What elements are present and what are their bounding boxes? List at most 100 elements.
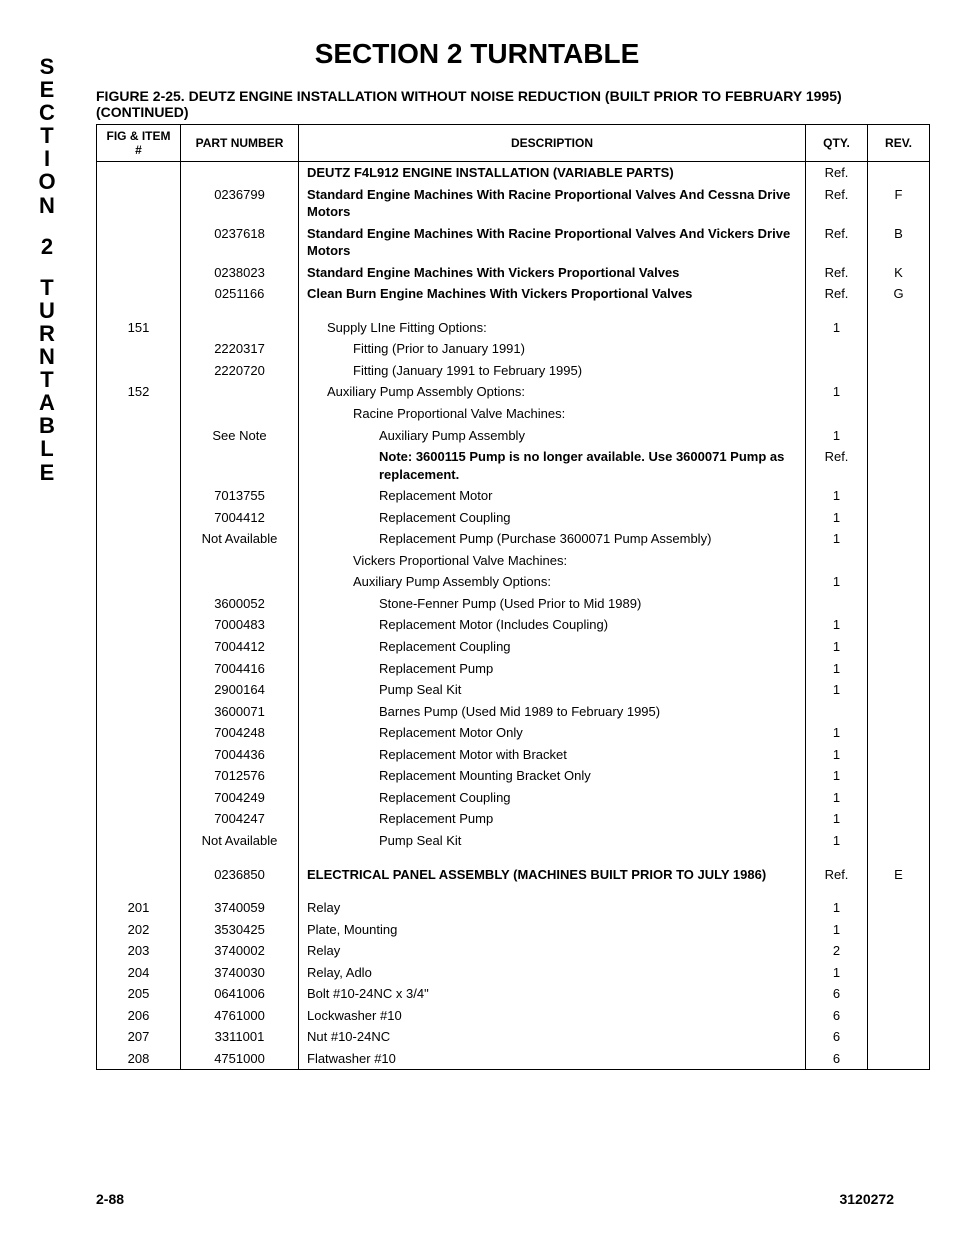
side-tab-char: T (35, 276, 59, 299)
table-row: 0236850ELECTRICAL PANEL ASSEMBLY (MACHIN… (97, 864, 930, 886)
table-row: 7004248Replacement Motor Only1 (97, 722, 930, 744)
footer-right: 3120272 (839, 1191, 894, 1207)
table-row: 7004247Replacement Pump1 (97, 808, 930, 830)
cell-text: Fitting (January 1991 to February 1995) (307, 362, 797, 380)
table-row: 7004416Replacement Pump1 (97, 658, 930, 680)
table-row: 7004436Replacement Motor with Bracket1 (97, 744, 930, 766)
table-row: 2084751000Flatwasher #106 (97, 1048, 930, 1070)
table-row: 0251166Clean Burn Engine Machines With V… (97, 283, 930, 305)
cell-text: Replacement Motor Only (307, 724, 797, 742)
cell-text: Replacement Coupling (307, 789, 797, 807)
cell-text: Plate, Mounting (307, 922, 397, 937)
table-row: Racine Proportional Valve Machines: (97, 403, 930, 425)
side-tab-char: L (35, 437, 59, 460)
cell-text: Standard Engine Machines With Racine Pro… (307, 187, 790, 220)
cell-text: Replacement Pump (Purchase 3600071 Pump … (307, 530, 797, 548)
cell-text: Replacement Motor (307, 487, 797, 505)
cell-text: Auxiliary Pump Assembly (307, 427, 797, 445)
table-row (97, 305, 930, 317)
cell-text: Auxiliary Pump Assembly Options: (307, 573, 797, 591)
side-tab-char (35, 258, 59, 276)
cell-text: Stone-Fenner Pump (Used Prior to Mid 198… (307, 595, 797, 613)
table-row: 3600071Barnes Pump (Used Mid 1989 to Feb… (97, 701, 930, 723)
side-tab-char: A (35, 391, 59, 414)
figure-title: FIGURE 2-25. DEUTZ ENGINE INSTALLATION W… (96, 88, 894, 120)
cell-text: Replacement Motor (Includes Coupling) (307, 616, 797, 634)
header-desc: DESCRIPTION (299, 125, 806, 162)
header-fig: FIG & ITEM # (97, 125, 181, 162)
side-tab-char: T (35, 368, 59, 391)
table-row: 7013755Replacement Motor1 (97, 485, 930, 507)
side-tab-char: T (35, 124, 59, 147)
cell-text: Fitting (Prior to January 1991) (307, 340, 797, 358)
side-tab-char: 2 (35, 235, 59, 258)
side-tab-char: U (35, 299, 59, 322)
cell-text: Replacement Pump (307, 660, 797, 678)
table-row: 2220317Fitting (Prior to January 1991) (97, 338, 930, 360)
table-header-row: FIG & ITEM # PART NUMBER DESCRIPTION QTY… (97, 125, 930, 162)
side-tab-char: N (35, 194, 59, 217)
table-row: Vickers Proportional Valve Machines: (97, 550, 930, 572)
cell-text: Lockwasher #10 (307, 1008, 402, 1023)
cell-text: DEUTZ F4L912 ENGINE INSTALLATION (VARIAB… (307, 165, 674, 180)
table-row: 152Auxiliary Pump Assembly Options:1 (97, 381, 930, 403)
cell-text: Vickers Proportional Valve Machines: (307, 552, 797, 570)
side-tab-char: I (35, 147, 59, 170)
cell-text: Barnes Pump (Used Mid 1989 to February 1… (307, 703, 797, 721)
side-tab: SECTION2TURNTABLE (35, 55, 59, 484)
footer-left: 2-88 (96, 1191, 124, 1207)
cell-text: Relay (307, 943, 340, 958)
cell-text: Bolt #10-24NC x 3/4" (307, 986, 429, 1001)
cell-text: ELECTRICAL PANEL ASSEMBLY (MACHINES BUIL… (307, 867, 766, 882)
side-tab-char: R (35, 322, 59, 345)
cell-text: Replacement Pump (307, 810, 797, 828)
cell-text: Replacement Coupling (307, 638, 797, 656)
table-row: 7004412Replacement Coupling1 (97, 507, 930, 529)
table-row: 2050641006Bolt #10-24NC x 3/4"6 (97, 983, 930, 1005)
table-row (97, 852, 930, 864)
cell-text: Relay, Adlo (307, 965, 372, 980)
cell-text: Replacement Mounting Bracket Only (307, 767, 797, 785)
table-row: 0237618Standard Engine Machines With Rac… (97, 223, 930, 262)
table-row: 0238023Standard Engine Machines With Vic… (97, 262, 930, 284)
cell-text: Auxiliary Pump Assembly Options: (307, 383, 797, 401)
table-row: DEUTZ F4L912 ENGINE INSTALLATION (VARIAB… (97, 162, 930, 184)
table-row (97, 885, 930, 897)
header-qty: QTY. (806, 125, 868, 162)
header-part: PART NUMBER (181, 125, 299, 162)
side-tab-char: E (35, 461, 59, 484)
cell-text: Replacement Motor with Bracket (307, 746, 797, 764)
side-tab-char: S (35, 55, 59, 78)
cell-text: Clean Burn Engine Machines With Vickers … (307, 286, 692, 301)
cell-text: Pump Seal Kit (307, 832, 797, 850)
table-row: See NoteAuxiliary Pump Assembly1 (97, 425, 930, 447)
cell-text: Supply LIne Fitting Options: (307, 319, 797, 337)
side-tab-char: C (35, 101, 59, 124)
side-tab-char: O (35, 170, 59, 193)
side-tab-char (35, 217, 59, 235)
table-body: DEUTZ F4L912 ENGINE INSTALLATION (VARIAB… (97, 162, 930, 1070)
table-row: Not AvailableReplacement Pump (Purchase … (97, 528, 930, 550)
table-row: 2033740002Relay2 (97, 940, 930, 962)
table-row: Note: 3600115 Pump is no longer availabl… (97, 446, 930, 485)
table-row: 2900164Pump Seal Kit1 (97, 679, 930, 701)
cell-text: Nut #10-24NC (307, 1029, 390, 1044)
table-row: 151Supply LIne Fitting Options:1 (97, 317, 930, 339)
table-row: 3600052Stone-Fenner Pump (Used Prior to … (97, 593, 930, 615)
side-tab-char: B (35, 414, 59, 437)
table-row: 7012576Replacement Mounting Bracket Only… (97, 765, 930, 787)
footer: 2-88 3120272 (96, 1191, 894, 1207)
table-row: 0236799Standard Engine Machines With Rac… (97, 184, 930, 223)
table-row: 2023530425Plate, Mounting1 (97, 919, 930, 941)
header-rev: REV. (868, 125, 930, 162)
cell-text: Standard Engine Machines With Racine Pro… (307, 226, 790, 259)
table-row: 2073311001Nut #10-24NC6 (97, 1026, 930, 1048)
cell-text: Flatwasher #10 (307, 1051, 396, 1066)
cell-text: Note: 3600115 Pump is no longer availabl… (307, 448, 797, 483)
table-row: Not AvailablePump Seal Kit1 (97, 830, 930, 852)
cell-text: Racine Proportional Valve Machines: (307, 405, 797, 423)
table-row: Auxiliary Pump Assembly Options:1 (97, 571, 930, 593)
table-row: 2220720Fitting (January 1991 to February… (97, 360, 930, 382)
side-tab-char: E (35, 78, 59, 101)
table-row: 2013740059Relay1 (97, 897, 930, 919)
